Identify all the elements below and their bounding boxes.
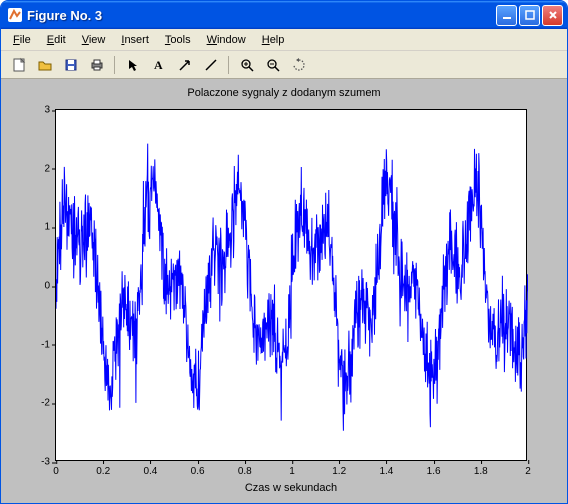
svg-text:A: A bbox=[154, 58, 163, 72]
x-tick-label: 0.6 bbox=[191, 460, 205, 477]
zoom-in-button[interactable] bbox=[235, 54, 258, 76]
x-tick-label: 0.2 bbox=[96, 460, 110, 477]
new-figure-button[interactable] bbox=[7, 54, 30, 76]
menu-file[interactable]: File bbox=[5, 32, 39, 48]
y-tick-label: 0 bbox=[30, 281, 56, 292]
y-tick-label: -2 bbox=[30, 398, 56, 409]
menu-help[interactable]: Help bbox=[254, 32, 293, 48]
x-tick-label: 2 bbox=[525, 460, 531, 477]
x-tick-label: 1.2 bbox=[332, 460, 346, 477]
menu-window[interactable]: Window bbox=[199, 32, 254, 48]
maximize-button[interactable] bbox=[519, 5, 540, 26]
pointer-button[interactable] bbox=[121, 54, 144, 76]
arrow-button[interactable] bbox=[173, 54, 196, 76]
line-button[interactable] bbox=[199, 54, 222, 76]
x-tick-label: 1.8 bbox=[474, 460, 488, 477]
x-tick-label: 1.4 bbox=[379, 460, 393, 477]
y-tick-label: -3 bbox=[30, 457, 56, 468]
x-tick-label: 0.8 bbox=[238, 460, 252, 477]
y-tick-label: -1 bbox=[30, 339, 56, 350]
x-tick-label: 1 bbox=[289, 460, 295, 477]
menubar: File Edit View Insert Tools Window Help bbox=[1, 29, 567, 51]
menu-edit[interactable]: Edit bbox=[39, 32, 74, 48]
matlab-figure-window: Figure No. 3 File Edit View Insert Tools… bbox=[0, 0, 568, 504]
menu-view[interactable]: View bbox=[74, 32, 114, 48]
signal-plot bbox=[56, 110, 528, 462]
x-axis-label: Czas w sekundach bbox=[56, 482, 526, 494]
x-tick-label: 1.6 bbox=[427, 460, 441, 477]
x-tick-label: 0 bbox=[53, 460, 59, 477]
rotate-button[interactable] bbox=[287, 54, 310, 76]
x-tick-label: 0.4 bbox=[143, 460, 157, 477]
titlebar[interactable]: Figure No. 3 bbox=[1, 1, 567, 29]
minimize-button[interactable] bbox=[496, 5, 517, 26]
toolbar-separator bbox=[228, 56, 229, 74]
open-button[interactable] bbox=[33, 54, 56, 76]
window-controls bbox=[496, 5, 563, 26]
plot-title: Polaczone sygnaly z dodanym szumem bbox=[1, 87, 567, 99]
toolbar: A bbox=[1, 51, 567, 79]
y-tick-label: 1 bbox=[30, 222, 56, 233]
figure-canvas[interactable]: Polaczone sygnaly z dodanym szumem -3-2-… bbox=[1, 79, 567, 503]
zoom-out-button[interactable] bbox=[261, 54, 284, 76]
close-button[interactable] bbox=[542, 5, 563, 26]
save-button[interactable] bbox=[59, 54, 82, 76]
window-title: Figure No. 3 bbox=[27, 8, 496, 23]
app-icon bbox=[7, 7, 23, 23]
y-tick-label: 2 bbox=[30, 163, 56, 174]
toolbar-separator bbox=[114, 56, 115, 74]
text-button[interactable]: A bbox=[147, 54, 170, 76]
menu-insert[interactable]: Insert bbox=[113, 32, 157, 48]
y-tick-label: 3 bbox=[30, 105, 56, 116]
axes: -3-2-10123 00.20.40.60.811.21.41.61.82 C… bbox=[55, 109, 527, 461]
print-button[interactable] bbox=[85, 54, 108, 76]
menu-tools[interactable]: Tools bbox=[157, 32, 199, 48]
